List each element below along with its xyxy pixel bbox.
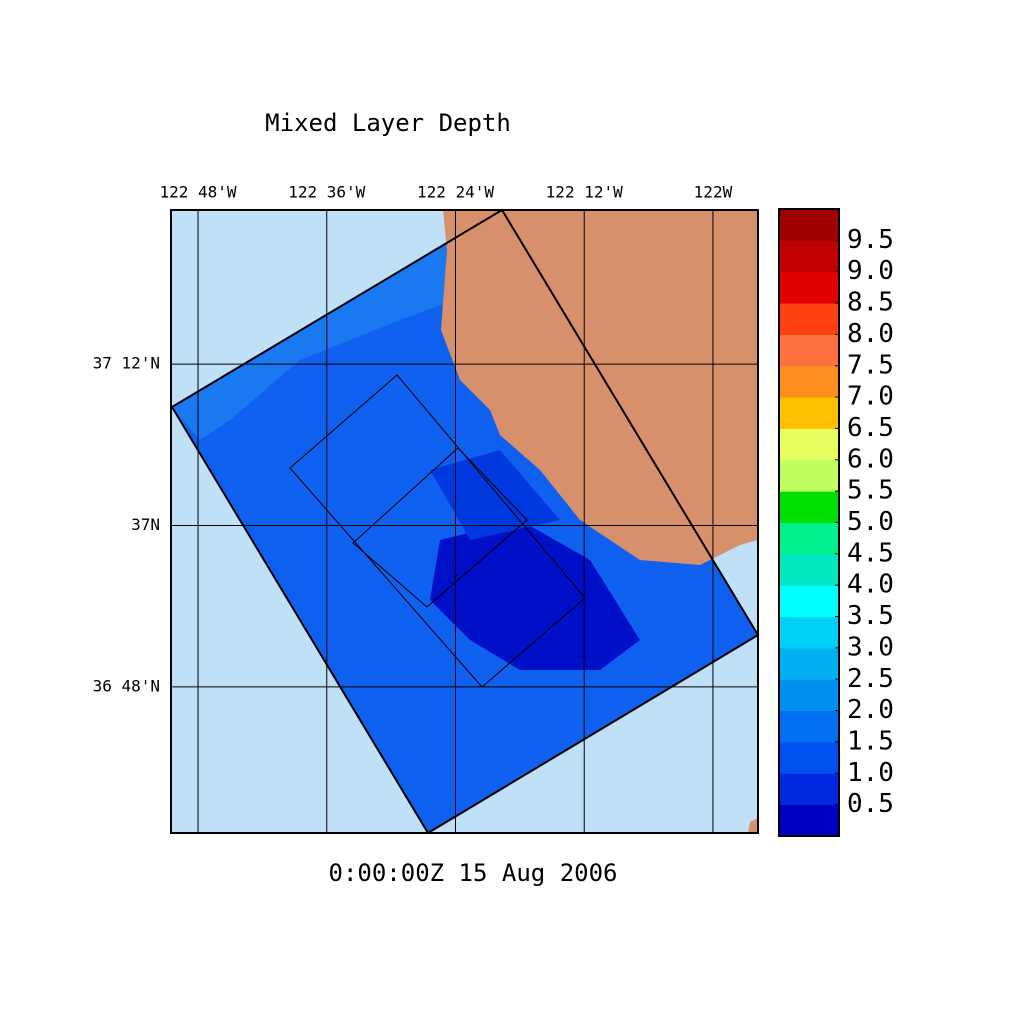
nested-domain xyxy=(352,447,528,608)
colorbar-label: 9.0 xyxy=(847,256,894,286)
colorbar-band xyxy=(779,209,839,241)
map-area xyxy=(170,208,760,835)
colorbar-label: 0.5 xyxy=(847,789,894,819)
lon-tick-label: 122 24'W xyxy=(417,183,494,202)
colorbar-band xyxy=(779,553,839,586)
colorbar-band xyxy=(779,428,839,461)
colorbar-band xyxy=(779,804,839,837)
colorbar-label: 8.0 xyxy=(847,319,894,349)
time-label: 0:00:00Z 15 Aug 2006 xyxy=(329,859,618,887)
deep-region xyxy=(430,520,640,670)
mid-region xyxy=(430,450,560,540)
colorbar-label: 6.5 xyxy=(847,413,894,443)
colorbar-label: 3.5 xyxy=(847,601,894,631)
colorbar-label: 2.5 xyxy=(847,664,894,694)
colorbar-band xyxy=(779,334,839,367)
lat-tick-label: 36 48'N xyxy=(93,676,160,695)
colorbar-band xyxy=(779,773,839,806)
colorbar-label: 6.0 xyxy=(847,444,894,474)
shallow-region xyxy=(172,244,455,440)
colorbar-label: 8.5 xyxy=(847,288,894,318)
colorbar-label: 7.5 xyxy=(847,350,894,380)
lat-tick-label: 37N xyxy=(131,515,160,534)
land xyxy=(748,818,758,833)
map-frame xyxy=(170,209,759,834)
colorbar-band xyxy=(779,459,839,492)
colorbar-band xyxy=(779,491,839,523)
title: Mixed Layer Depth xyxy=(265,109,511,137)
colorbar-band xyxy=(779,679,839,712)
colorbar-band xyxy=(779,585,839,618)
colorbar-label: 4.5 xyxy=(847,538,894,568)
land xyxy=(441,210,758,565)
colorbar-label: 1.5 xyxy=(847,726,894,756)
colorbar-label: 5.0 xyxy=(847,507,894,537)
colorbar-band xyxy=(779,710,839,743)
lat-tick-label: 37 12'N xyxy=(93,354,160,373)
colorbar-band xyxy=(779,647,839,680)
colorbar-band xyxy=(779,397,839,429)
lon-tick-label: 122 48'W xyxy=(160,183,237,202)
colorbar-band xyxy=(779,271,839,304)
nested-domain xyxy=(289,374,586,688)
lon-tick-label: 122 36'W xyxy=(288,183,365,202)
colorbar-band xyxy=(779,522,839,555)
colorbar-band xyxy=(779,365,839,398)
lon-tick-label: 122 12'W xyxy=(546,183,623,202)
colorbar-label: 5.5 xyxy=(847,476,894,506)
colorbar-band xyxy=(779,616,839,649)
colorbar-label: 4.0 xyxy=(847,570,894,600)
lon-tick-label: 122W xyxy=(694,183,733,202)
colorbar-label: 2.0 xyxy=(847,695,894,725)
colorbar-band xyxy=(779,240,839,273)
colorbar-label: 9.5 xyxy=(847,225,894,255)
colorbar-band xyxy=(779,741,839,774)
colorbar-label: 7.0 xyxy=(847,382,894,412)
colorbar-band xyxy=(779,303,839,335)
colorbar-label: 1.0 xyxy=(847,758,894,788)
colorbar-label: 3.0 xyxy=(847,632,894,662)
colorbar: 0.51.01.52.02.53.03.54.04.55.05.56.06.57… xyxy=(778,208,894,837)
